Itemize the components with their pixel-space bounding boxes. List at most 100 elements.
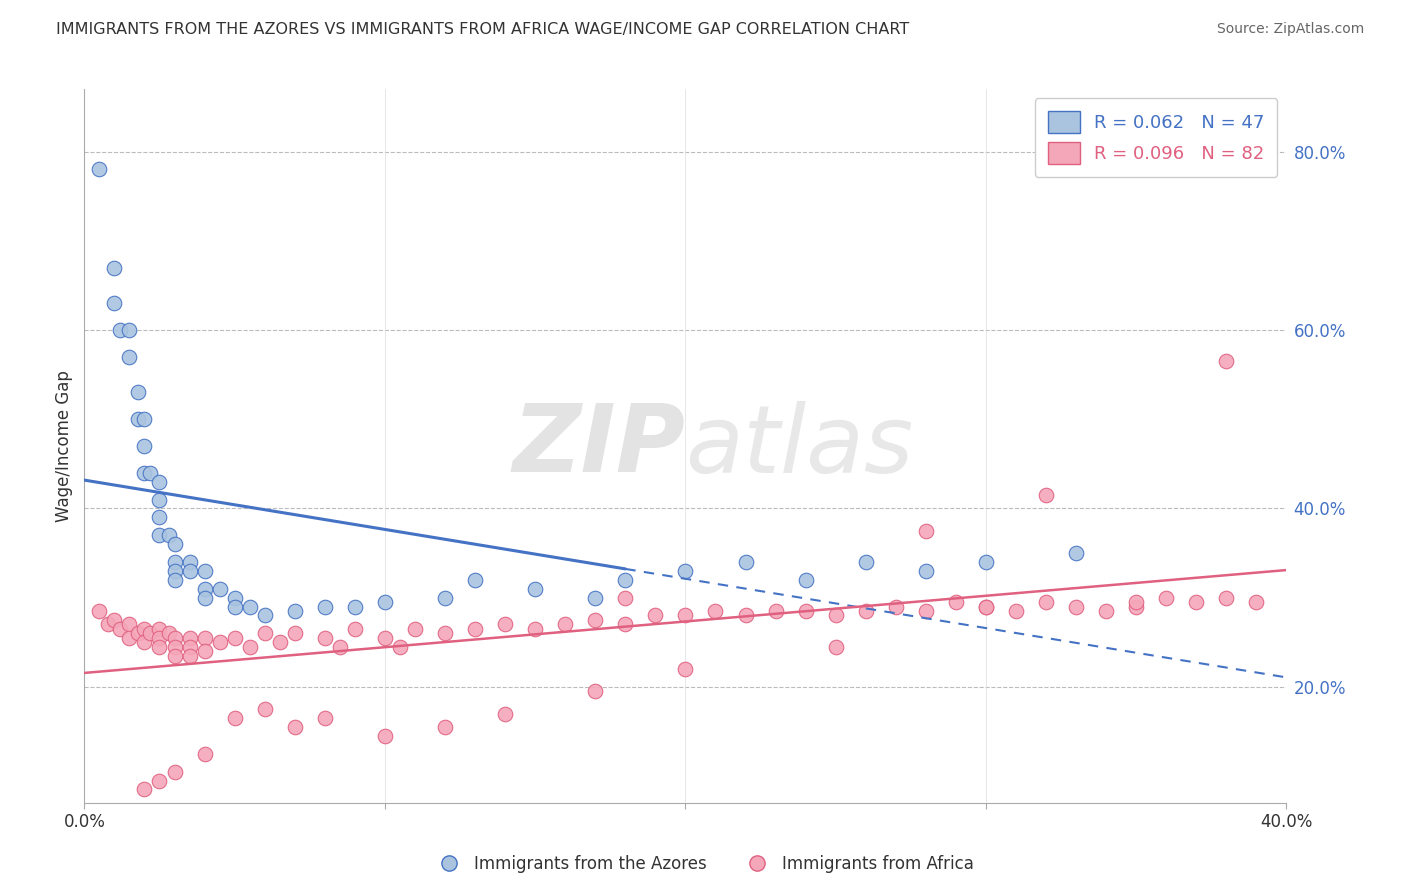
Point [915, 564, 938, 578]
Point [134, 439, 156, 453]
Point [110, 323, 132, 337]
Point [127, 626, 149, 640]
Point [374, 595, 396, 609]
Point [118, 323, 141, 337]
Point [163, 537, 186, 551]
Point [524, 582, 547, 596]
Point [224, 599, 246, 614]
Point [194, 631, 217, 645]
Point [157, 528, 180, 542]
Point [824, 608, 846, 623]
Point [163, 564, 186, 578]
Point [675, 608, 697, 623]
Legend: Immigrants from the Azores, Immigrants from Africa: Immigrants from the Azores, Immigrants f… [426, 848, 980, 880]
Point [239, 640, 262, 654]
Point [434, 626, 457, 640]
Point [464, 573, 486, 587]
Point [103, 613, 125, 627]
Point [1035, 488, 1057, 502]
Point [194, 564, 217, 578]
Point [139, 466, 162, 480]
Point [374, 729, 396, 743]
Point [1215, 591, 1237, 605]
Point [148, 475, 170, 489]
Point [644, 608, 666, 623]
Point [163, 631, 186, 645]
Point [118, 631, 141, 645]
Point [224, 711, 246, 725]
Point [179, 640, 201, 654]
Point [224, 631, 246, 645]
Point [148, 510, 170, 524]
Point [139, 626, 162, 640]
Point [1156, 591, 1178, 605]
Point [194, 747, 217, 761]
Point [524, 622, 547, 636]
Point [194, 582, 217, 596]
Point [974, 599, 997, 614]
Point [554, 617, 576, 632]
Point [253, 626, 276, 640]
Point [134, 622, 156, 636]
Point [1095, 604, 1118, 618]
Point [284, 626, 307, 640]
Point [794, 604, 817, 618]
Point [194, 644, 217, 658]
Point [434, 591, 457, 605]
Point [163, 573, 186, 587]
Point [614, 573, 637, 587]
Point [314, 631, 336, 645]
Text: atlas: atlas [686, 401, 914, 491]
Point [1125, 599, 1147, 614]
Point [134, 412, 156, 426]
Point [404, 622, 426, 636]
Point [734, 555, 756, 569]
Text: ZIP: ZIP [513, 400, 686, 492]
Point [915, 604, 938, 618]
Point [464, 622, 486, 636]
Point [179, 631, 201, 645]
Point [134, 782, 156, 797]
Point [269, 635, 291, 649]
Point [945, 595, 967, 609]
Point [1005, 604, 1028, 618]
Point [583, 684, 606, 698]
Point [494, 706, 516, 721]
Point [253, 608, 276, 623]
Point [314, 599, 336, 614]
Point [134, 635, 156, 649]
Point [583, 591, 606, 605]
Point [148, 640, 170, 654]
Point [583, 613, 606, 627]
Legend: R = 0.062   N = 47, R = 0.096   N = 82: R = 0.062 N = 47, R = 0.096 N = 82 [1035, 98, 1278, 177]
Point [343, 599, 366, 614]
Point [1215, 354, 1237, 368]
Point [765, 604, 787, 618]
Point [239, 599, 262, 614]
Point [163, 648, 186, 663]
Text: Source: ZipAtlas.com: Source: ZipAtlas.com [1216, 22, 1364, 37]
Point [915, 524, 938, 538]
Point [148, 492, 170, 507]
Point [1185, 595, 1208, 609]
Point [284, 604, 307, 618]
Point [148, 631, 170, 645]
Point [1035, 595, 1057, 609]
Point [179, 564, 201, 578]
Point [110, 622, 132, 636]
Point [675, 662, 697, 676]
Point [103, 296, 125, 310]
Point [494, 617, 516, 632]
Point [157, 626, 180, 640]
Point [148, 622, 170, 636]
Point [179, 648, 201, 663]
Point [884, 599, 907, 614]
Point [1125, 595, 1147, 609]
Point [103, 260, 125, 275]
Point [374, 631, 396, 645]
Point [127, 385, 149, 400]
Point [314, 711, 336, 725]
Point [855, 555, 877, 569]
Point [89, 162, 111, 177]
Point [253, 702, 276, 716]
